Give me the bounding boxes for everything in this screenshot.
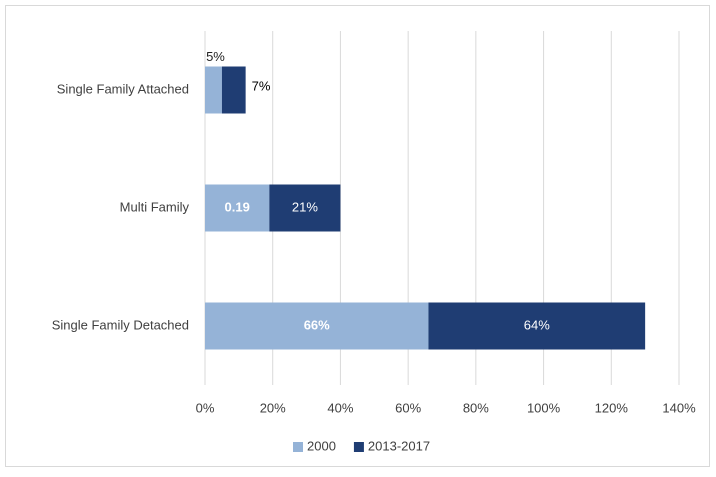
y-tick-label: Single Family Attached <box>57 81 189 96</box>
x-tick-label: 40% <box>327 400 353 415</box>
legend-swatch <box>293 442 303 452</box>
legend-label: 2000 <box>307 438 336 453</box>
data-label: 5% <box>206 49 225 64</box>
x-tick-label: 140% <box>662 400 696 415</box>
bar <box>269 184 341 232</box>
data-label: 64% <box>524 317 550 332</box>
bar <box>221 66 246 114</box>
x-tick-label: 100% <box>527 400 561 415</box>
y-tick-label: Single Family Detached <box>52 317 189 332</box>
x-tick-label: 0% <box>196 400 215 415</box>
legend-label: 2013-2017 <box>368 438 430 453</box>
x-tick-label: 120% <box>595 400 629 415</box>
data-label: 66% <box>304 317 330 332</box>
x-tick-label: 60% <box>395 400 421 415</box>
x-tick-label: 20% <box>260 400 286 415</box>
y-tick-label: Multi Family <box>120 199 190 214</box>
data-label: 7% <box>252 78 271 93</box>
chart-border <box>5 5 710 467</box>
x-tick-label: 80% <box>463 400 489 415</box>
bar <box>205 184 270 232</box>
bar <box>205 302 429 350</box>
bar <box>205 66 222 114</box>
data-label: 21% <box>292 199 318 214</box>
data-label: 0.19 <box>225 199 250 214</box>
bar <box>428 302 646 350</box>
legend-swatch <box>353 442 364 452</box>
